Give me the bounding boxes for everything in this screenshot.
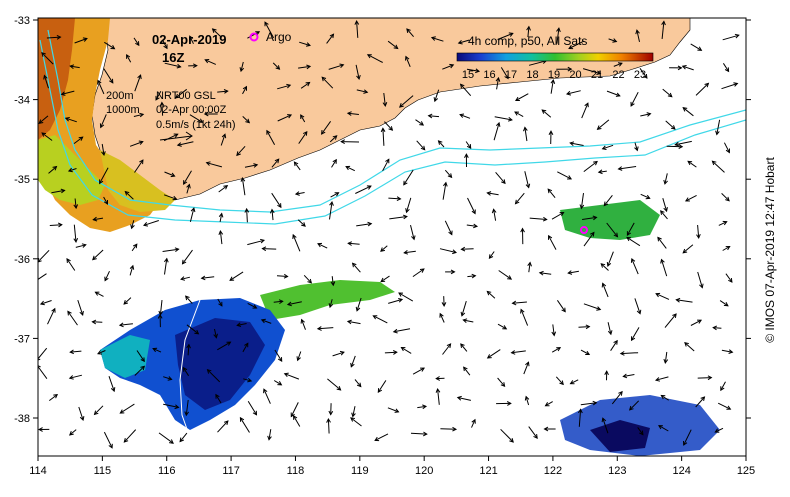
map-hour: 16Z [162,50,184,65]
map-date: 02-Apr-2019 [152,32,226,47]
colorbar-tick-label: 15 [462,69,474,81]
colorbar-tick-label: 22 [612,69,624,81]
contour-1000m-label: 1000m [106,104,140,116]
y-tick-label: -36 [14,254,30,266]
y-tick-label: -38 [14,413,30,425]
y-tick-label: -33 [14,15,30,27]
x-tick-label: 122 [544,465,562,477]
credit-text: © IMOS 07-Apr-2019 12:47 Hobart [763,157,777,343]
contour-200m-label: 200m [106,90,134,102]
x-axis: 114 115 116 117 118 119 120 121 122 123 124 125 [29,456,755,477]
current-arrow [440,429,456,430]
y-tick-label: -35 [14,174,30,186]
current-source: NRT00 GSL [156,90,216,102]
x-tick-label: 118 [287,465,305,477]
colorbar-title: 4h comp, p50, All Sats [468,34,587,48]
current-arrow-head [33,279,37,283]
x-tick-label: 116 [158,465,176,477]
colorbar-tick-label: 17 [505,69,517,81]
colorbar [457,53,653,61]
x-tick-label: 125 [737,465,755,477]
current-arrow [262,249,276,250]
x-tick-label: 114 [29,465,47,477]
current-time: 02-Apr 00:00Z [156,104,227,116]
colorbar-tick-label: 21 [591,69,603,81]
current-arrow [328,419,329,434]
current-arrow [698,378,712,379]
current-arrow [461,249,473,250]
colorbar-tick-label: 19 [548,69,560,81]
y-tick-label: -37 [14,333,30,345]
y-tick-label: -34 [14,95,30,107]
x-tick-label: 119 [351,465,369,477]
x-tick-label: 123 [608,465,626,477]
colorbar-tick-label: 23 [634,69,646,81]
current-arrow [667,146,683,147]
x-tick-label: 121 [479,465,497,477]
x-tick-label: 120 [415,465,433,477]
x-tick-label: 124 [672,465,690,477]
colorbar-tick-label: 16 [483,69,495,81]
arrow-scale-label: 0.5m/s (1kt 24h) [156,119,235,131]
colorbar-ticks: 15 16 17 18 19 20 21 22 23 [462,69,646,81]
x-tick-label: 115 [94,465,112,477]
x-tick-label: 117 [222,465,240,477]
colorbar-tick-label: 20 [569,69,581,81]
argo-label: Argo [266,30,292,44]
colorbar-tick-label: 18 [526,69,538,81]
